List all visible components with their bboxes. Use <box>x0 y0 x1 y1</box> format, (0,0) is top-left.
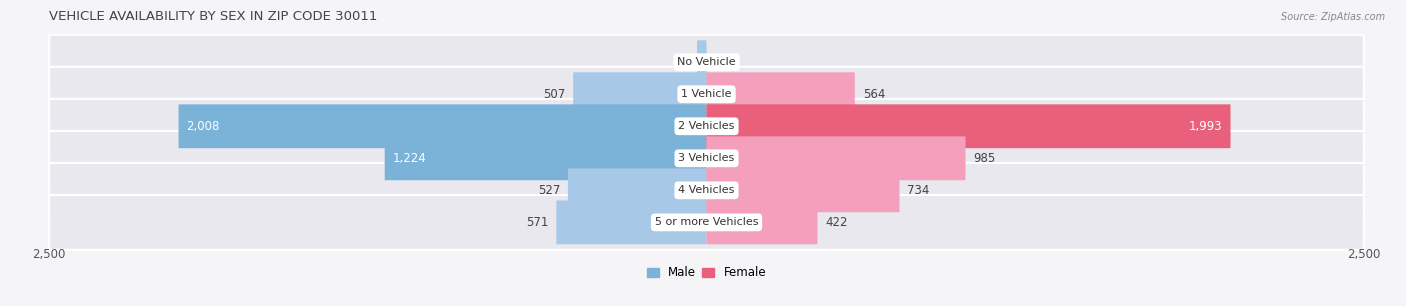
FancyBboxPatch shape <box>707 136 966 180</box>
FancyBboxPatch shape <box>568 168 707 212</box>
Text: 564: 564 <box>863 88 884 101</box>
FancyBboxPatch shape <box>49 163 1364 218</box>
Text: 734: 734 <box>907 184 929 197</box>
FancyBboxPatch shape <box>49 67 1364 121</box>
Text: 571: 571 <box>526 216 548 229</box>
Text: 3 Vehicles: 3 Vehicles <box>678 153 735 163</box>
Text: No Vehicle: No Vehicle <box>678 57 735 67</box>
Legend: Male, Female: Male, Female <box>643 262 770 284</box>
Text: 1,224: 1,224 <box>392 152 426 165</box>
Text: VEHICLE AVAILABILITY BY SEX IN ZIP CODE 30011: VEHICLE AVAILABILITY BY SEX IN ZIP CODE … <box>49 10 378 24</box>
Text: 1 Vehicle: 1 Vehicle <box>682 89 731 99</box>
Text: 2,008: 2,008 <box>187 120 219 133</box>
FancyBboxPatch shape <box>707 72 855 116</box>
FancyBboxPatch shape <box>385 136 707 180</box>
Text: 36: 36 <box>675 56 689 69</box>
FancyBboxPatch shape <box>49 99 1364 154</box>
FancyBboxPatch shape <box>49 35 1364 90</box>
Text: 527: 527 <box>537 184 560 197</box>
Text: 422: 422 <box>825 216 848 229</box>
Text: 985: 985 <box>973 152 995 165</box>
Text: Source: ZipAtlas.com: Source: ZipAtlas.com <box>1281 12 1385 22</box>
FancyBboxPatch shape <box>697 40 707 84</box>
FancyBboxPatch shape <box>707 200 817 244</box>
FancyBboxPatch shape <box>557 200 707 244</box>
FancyBboxPatch shape <box>49 195 1364 250</box>
FancyBboxPatch shape <box>179 104 707 148</box>
FancyBboxPatch shape <box>707 168 900 212</box>
FancyBboxPatch shape <box>49 131 1364 186</box>
Text: 0: 0 <box>714 56 721 69</box>
Text: 507: 507 <box>543 88 565 101</box>
FancyBboxPatch shape <box>707 104 1230 148</box>
Text: 5 or more Vehicles: 5 or more Vehicles <box>655 217 758 227</box>
Text: 4 Vehicles: 4 Vehicles <box>678 185 735 195</box>
Text: 1,993: 1,993 <box>1189 120 1223 133</box>
Text: 2 Vehicles: 2 Vehicles <box>678 121 735 131</box>
FancyBboxPatch shape <box>574 72 707 116</box>
